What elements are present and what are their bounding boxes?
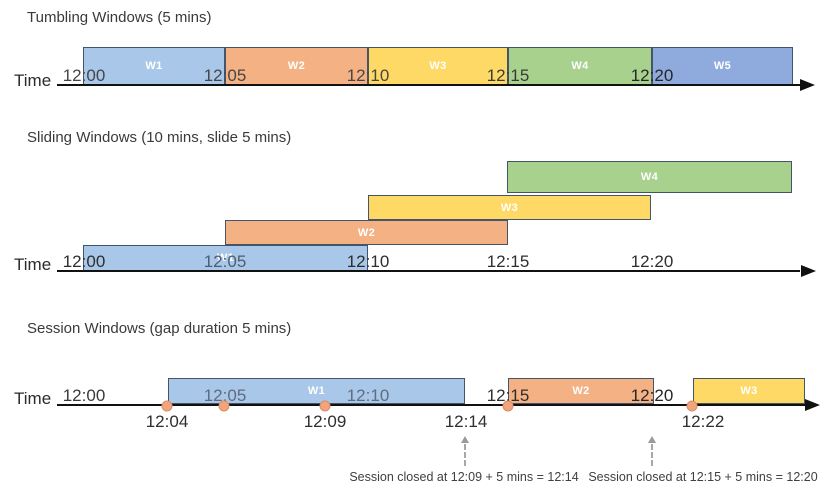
sliding-tick-12-10: 12:10 bbox=[346, 252, 390, 271]
session-window-label-w3: W3 bbox=[740, 385, 758, 397]
tumbling-window-w5: W5 bbox=[652, 47, 793, 85]
session-tick-12-00: 12:00 bbox=[62, 386, 106, 405]
session-tick-12-15: 12:15 bbox=[486, 386, 530, 405]
sliding-window-label-w2: W2 bbox=[357, 226, 376, 239]
tumbling-window-label-w2: W2 bbox=[287, 60, 306, 72]
tumbling-window-w3: W3 bbox=[368, 47, 508, 85]
sliding-timeline bbox=[57, 270, 800, 272]
session-window-w3: W3 bbox=[693, 378, 805, 404]
tumbling-timeline bbox=[57, 84, 800, 86]
session-window-label-w2: W2 bbox=[572, 385, 590, 397]
session-event-dot-12-05 bbox=[218, 400, 230, 412]
session-event-dot-12-09 bbox=[319, 400, 331, 412]
session-event-label-12-09: 12:09 bbox=[303, 412, 347, 431]
tumbling-time-axis-label: Time bbox=[14, 71, 52, 90]
session-tick-12-05: 12:05 bbox=[203, 386, 247, 405]
sliding-window-w1: W1 bbox=[83, 245, 368, 271]
tumbling-window-label-w5: W5 bbox=[713, 60, 732, 72]
arrow-dashed-line bbox=[464, 444, 466, 466]
tumbling-tick-12-00: 12:00 bbox=[62, 66, 106, 85]
sliding-window-label-w4: W4 bbox=[640, 171, 659, 183]
tumbling-tick-12-20: 12:20 bbox=[630, 66, 674, 85]
session-tick-12-20: 12:20 bbox=[630, 386, 674, 405]
session-event-label-12-22: 12:22 bbox=[681, 412, 725, 431]
tumbling-window-label-w1: W1 bbox=[145, 60, 163, 72]
arrow-dashed-line bbox=[651, 444, 653, 466]
sliding-timeline-arrowhead-icon bbox=[801, 265, 816, 277]
sliding-window-w3: W3 bbox=[368, 195, 651, 220]
sliding-tick-12-15: 12:15 bbox=[486, 252, 530, 271]
sliding-window-w2: W2 bbox=[225, 220, 508, 245]
arrow-head-icon bbox=[648, 436, 656, 443]
session-timeline-arrowhead-icon bbox=[805, 399, 820, 411]
session-event-dot-12-22 bbox=[686, 400, 698, 412]
arrow-head-icon bbox=[461, 436, 469, 443]
tumbling-section-title: Tumbling Windows (5 mins) bbox=[27, 9, 212, 26]
sliding-window-label-w1: W1 bbox=[216, 252, 235, 264]
tumbling-timeline-arrowhead-icon bbox=[800, 79, 815, 91]
tumbling-tick-12-10: 12:10 bbox=[346, 66, 390, 85]
session-timeline bbox=[57, 404, 805, 406]
tumbling-window-label-w4: W4 bbox=[571, 60, 589, 72]
session-tick-12-10: 12:10 bbox=[346, 386, 390, 405]
session-event-dot-12-15 bbox=[502, 400, 514, 412]
session-window-label-w1: W1 bbox=[307, 385, 326, 397]
session-session-close-arrow-icon bbox=[461, 436, 469, 466]
tumbling-tick-12-15: 12:15 bbox=[486, 66, 530, 85]
session-time-axis-label: Time bbox=[14, 389, 52, 408]
tumbling-window-label-w3: W3 bbox=[429, 60, 447, 72]
session-close-annotation-1: Session closed at 12:09 + 5 mins = 12:14 bbox=[349, 470, 579, 484]
tumbling-window-w1: W1 bbox=[83, 47, 225, 85]
session-session-close-arrow-icon bbox=[648, 436, 656, 466]
sliding-section-title: Sliding Windows (10 mins, slide 5 mins) bbox=[27, 129, 292, 146]
session-window-w1: W1 bbox=[168, 378, 465, 404]
sliding-tick-12-05: 12:05 bbox=[203, 252, 247, 271]
tumbling-tick-12-05: 12:05 bbox=[203, 66, 247, 85]
session-section-title: Session Windows (gap duration 5 mins) bbox=[27, 320, 292, 337]
sliding-tick-12-00: 12:00 bbox=[62, 252, 106, 271]
sliding-window-w4: W4 bbox=[507, 161, 792, 193]
session-event-label-12-04: 12:04 bbox=[145, 412, 189, 431]
session-event-dot-12-04 bbox=[161, 400, 173, 412]
session-event-label-12-14: 12:14 bbox=[444, 412, 488, 431]
sliding-window-label-w3: W3 bbox=[500, 201, 519, 214]
sliding-time-axis-label: Time bbox=[14, 255, 52, 274]
session-close-annotation-2: Session closed at 12:15 + 5 mins = 12:20 bbox=[588, 470, 818, 484]
sliding-tick-12-20: 12:20 bbox=[630, 252, 674, 271]
session-window-w2: W2 bbox=[508, 378, 654, 404]
